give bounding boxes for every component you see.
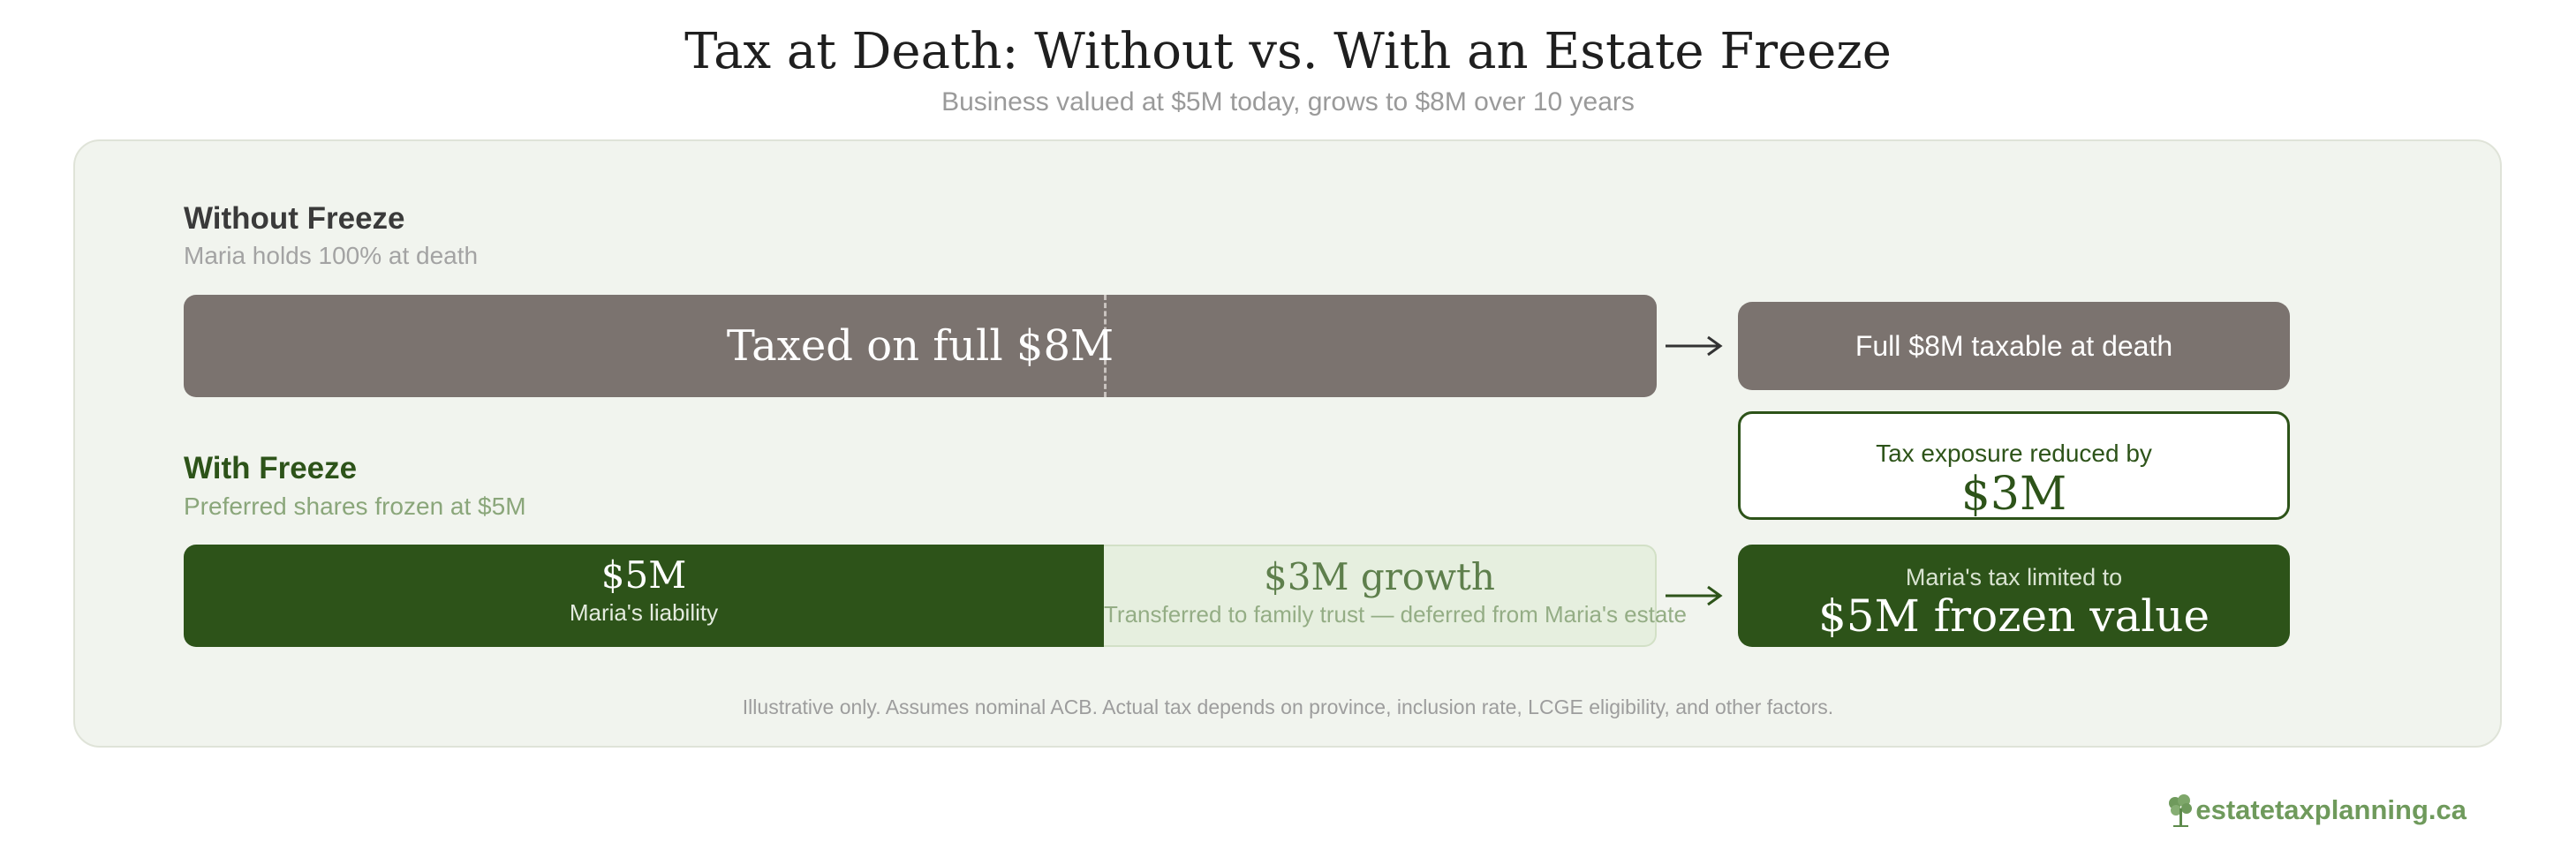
- frozen-value-segment: $5M Maria's liability: [184, 545, 1104, 647]
- full-value-bar-label: Taxed on full $8M: [726, 321, 1114, 371]
- with-freeze-subtitle: Preferred shares frozen at $5M: [184, 492, 526, 520]
- freeze-divider-line: [1104, 295, 1107, 397]
- page-subtitle: Business valued at $5M today, grows to $…: [941, 87, 1635, 117]
- frozen-tax-result-label: Maria's tax limited to: [1905, 564, 2123, 590]
- arrow-right-icon: [1666, 335, 1723, 357]
- full-taxable-result: Full $8M taxable at death: [1738, 302, 2290, 390]
- arrow-right-icon: [1666, 585, 1723, 606]
- frozen-tax-result: Maria's tax limited to $5M frozen value: [1738, 545, 2290, 647]
- tree-icon: [2169, 794, 2193, 827]
- frozen-value-label: Maria's liability: [569, 599, 719, 626]
- frozen-value-amount: $5M: [601, 553, 687, 597]
- tax-reduction-label: Tax exposure reduced by: [1876, 440, 2152, 467]
- growth-amount: $3M growth: [1264, 555, 1495, 598]
- without-freeze-title: Without Freeze: [184, 201, 405, 236]
- full-value-bar: [184, 295, 1657, 397]
- brand-logo[interactable]: estatetaxplanning.ca: [2165, 793, 2466, 828]
- growth-segment: $3M growth Transferred to family trust —…: [1104, 545, 1687, 647]
- tax-reduction-value: $3M: [1960, 468, 2067, 521]
- without-freeze-subtitle: Maria holds 100% at death: [184, 242, 479, 269]
- page-title: Tax at Death: Without vs. With an Estate…: [684, 23, 1892, 80]
- brand-name: estatetaxplanning.ca: [2195, 794, 2466, 825]
- footnote: Illustrative only. Assumes nominal ACB. …: [742, 695, 1834, 718]
- growth-label: Transferred to family trust — deferred f…: [1104, 601, 1687, 628]
- tax-reduction-callout: Tax exposure reduced by $3M: [1738, 411, 2290, 520]
- frozen-tax-result-value: $5M frozen value: [1817, 590, 2210, 642]
- with-freeze-title: With Freeze: [184, 451, 358, 485]
